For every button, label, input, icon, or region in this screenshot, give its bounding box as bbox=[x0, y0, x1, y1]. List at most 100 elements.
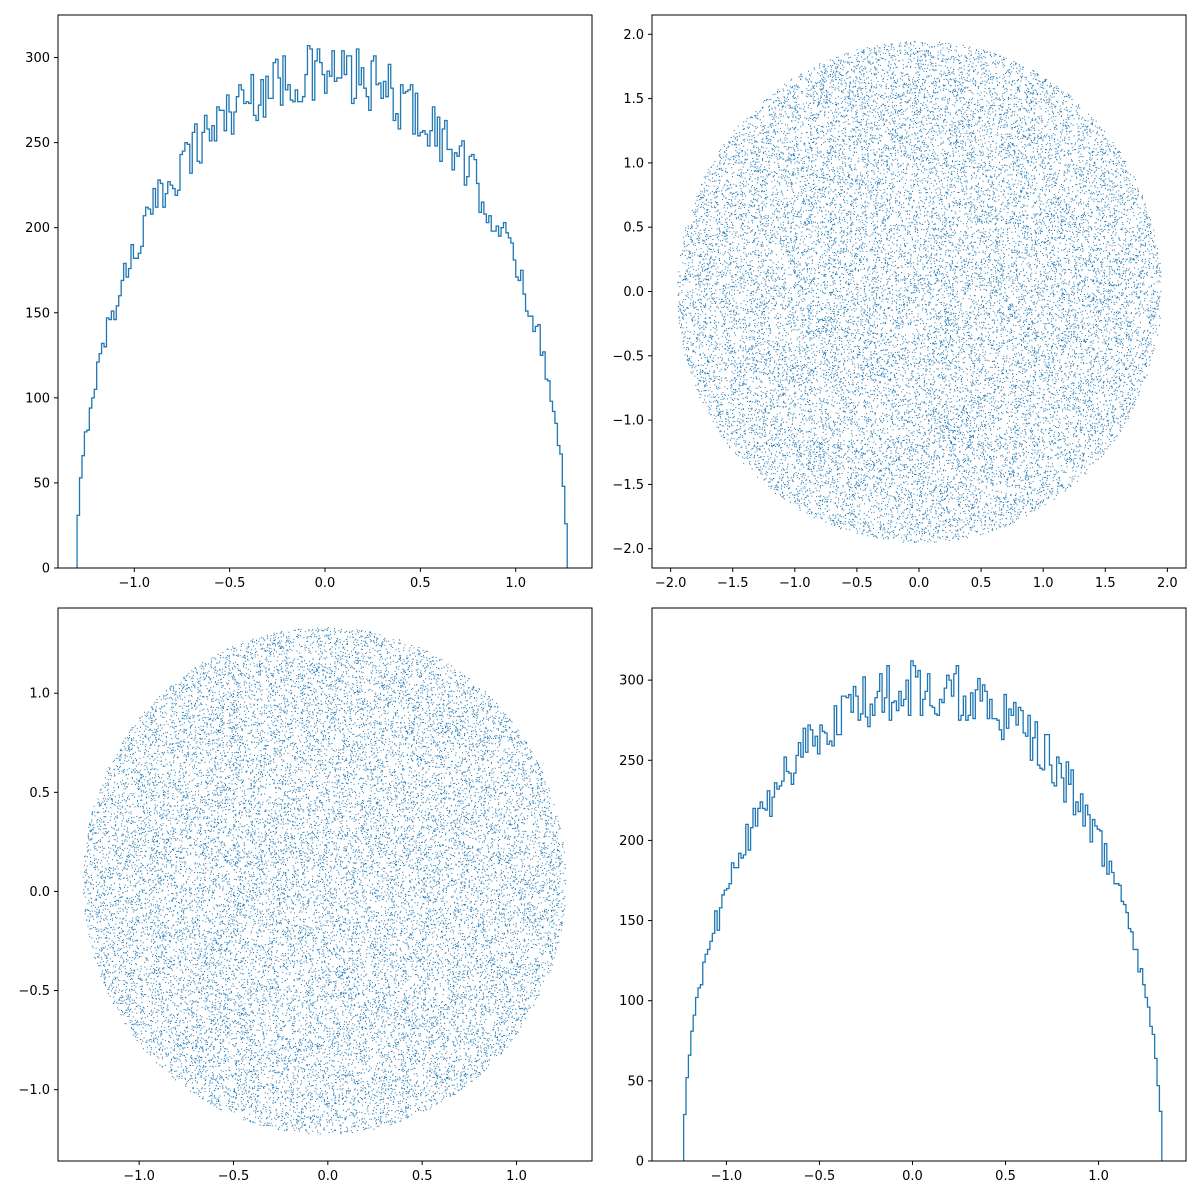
histogram-bin bbox=[435, 146, 437, 568]
histogram-bin bbox=[415, 93, 417, 568]
histogram-bin bbox=[543, 352, 545, 568]
histogram-bin bbox=[951, 696, 953, 1161]
histogram-bin bbox=[786, 772, 788, 1162]
histogram-bin bbox=[234, 112, 236, 568]
histogram-bin bbox=[111, 311, 113, 568]
histogram-bin bbox=[447, 149, 449, 568]
histogram-bin bbox=[832, 746, 834, 1161]
histogram-bin bbox=[767, 791, 769, 1161]
histogram-bin bbox=[1085, 805, 1087, 1161]
histogram-bin bbox=[283, 56, 285, 568]
y-tick-label: −1.0 bbox=[612, 414, 644, 429]
histogram-bin bbox=[513, 260, 515, 568]
histogram-bin bbox=[748, 850, 750, 1161]
histogram-bin bbox=[882, 712, 884, 1161]
histogram-bin bbox=[526, 311, 528, 568]
histogram-bin bbox=[175, 195, 177, 568]
x-tick-label: −1.0 bbox=[711, 1169, 743, 1184]
histogram-bin bbox=[374, 56, 376, 568]
histogram-bin bbox=[1033, 738, 1035, 1161]
histogram-bin bbox=[533, 331, 535, 568]
histogram-bin bbox=[420, 132, 422, 568]
histogram-bin bbox=[312, 100, 314, 568]
histogram-bin bbox=[92, 398, 94, 568]
histogram-bin bbox=[131, 245, 133, 568]
histogram-bin bbox=[1124, 905, 1126, 1161]
histogram-bin bbox=[462, 141, 464, 568]
histogram-bin bbox=[1107, 874, 1109, 1161]
histogram-bin bbox=[870, 704, 872, 1161]
histogram-bin bbox=[997, 720, 999, 1161]
histogram-bin bbox=[271, 98, 273, 568]
histogram-bin bbox=[892, 703, 894, 1161]
histogram-bin bbox=[266, 76, 268, 568]
histogram-bin bbox=[459, 146, 461, 568]
histogram-bin bbox=[386, 97, 388, 568]
histogram-bin bbox=[310, 49, 312, 568]
histogram-bin bbox=[1049, 765, 1051, 1161]
histogram-bin bbox=[755, 826, 757, 1161]
plot-area bbox=[76, 44, 568, 568]
histogram-bin bbox=[249, 103, 251, 568]
histogram-bin bbox=[1026, 736, 1028, 1161]
histogram-bin bbox=[1035, 722, 1037, 1161]
histogram-bin bbox=[212, 126, 214, 568]
histogram-bin bbox=[1069, 784, 1071, 1161]
histogram-bin bbox=[1047, 735, 1049, 1161]
histogram-bin bbox=[499, 236, 501, 568]
histogram-bin bbox=[949, 680, 951, 1161]
histogram-bin bbox=[408, 90, 410, 568]
histogram-bin bbox=[334, 81, 336, 568]
histogram-bin bbox=[884, 698, 886, 1161]
x-tick-label: 0.0 bbox=[317, 1169, 338, 1184]
x-tick-label: −0.5 bbox=[214, 576, 246, 591]
histogram-bin bbox=[999, 730, 1001, 1161]
histogram-bin bbox=[501, 228, 503, 568]
histogram-bin bbox=[825, 733, 827, 1161]
histogram-bin bbox=[906, 680, 908, 1161]
histogram-bin bbox=[192, 132, 194, 568]
histogram-bin bbox=[503, 223, 505, 568]
histogram-bin bbox=[1150, 1026, 1152, 1161]
histogram-bin bbox=[148, 209, 150, 568]
y-tick-label: 150 bbox=[619, 914, 644, 929]
histogram-bin bbox=[987, 719, 989, 1161]
x-tick-label: 0.0 bbox=[315, 576, 336, 591]
axes-3: −1.0 −0.5 0.0 0.5 1.0 1.0 0.5 0.0 −0.5 −1.0 bbox=[18, 607, 593, 1184]
axes-frame bbox=[57, 607, 593, 1162]
histogram-bin bbox=[1088, 815, 1090, 1161]
histogram-bin bbox=[276, 59, 278, 568]
histogram-bin bbox=[187, 144, 189, 568]
histogram-bin bbox=[481, 202, 483, 568]
y-tick-label: 200 bbox=[619, 834, 644, 849]
histogram-bin bbox=[432, 107, 434, 568]
histogram-bin bbox=[366, 97, 368, 568]
histogram-bin bbox=[777, 789, 779, 1161]
y-tick-label: −0.5 bbox=[18, 984, 50, 999]
histogram-bin bbox=[405, 92, 407, 568]
histogram-bin bbox=[506, 233, 508, 568]
histogram-bin bbox=[398, 129, 400, 568]
x-tick-label: 0.5 bbox=[410, 576, 431, 591]
scatter-points bbox=[677, 41, 1162, 543]
histogram-bin bbox=[158, 180, 160, 568]
histogram-bin bbox=[719, 908, 721, 1161]
histogram-bin bbox=[763, 808, 765, 1161]
histogram-bin bbox=[89, 408, 91, 568]
histogram-bin bbox=[261, 80, 263, 568]
histogram-bin bbox=[1083, 826, 1085, 1161]
histogram-bin bbox=[1028, 715, 1030, 1161]
histogram-bin bbox=[849, 695, 851, 1161]
histogram-bin bbox=[765, 810, 767, 1161]
histogram-bin bbox=[820, 725, 822, 1161]
axes-frame bbox=[651, 607, 1187, 1162]
histogram-bin bbox=[486, 223, 488, 568]
histogram-bin bbox=[214, 141, 216, 568]
histogram-bin bbox=[165, 194, 167, 568]
histogram-bin bbox=[511, 243, 513, 568]
y-tick-label: 250 bbox=[25, 136, 50, 151]
histogram-bin bbox=[371, 61, 373, 568]
x-tick-label: −0.5 bbox=[804, 1169, 836, 1184]
histogram-bin bbox=[1109, 861, 1111, 1161]
histogram-bin bbox=[205, 115, 207, 568]
